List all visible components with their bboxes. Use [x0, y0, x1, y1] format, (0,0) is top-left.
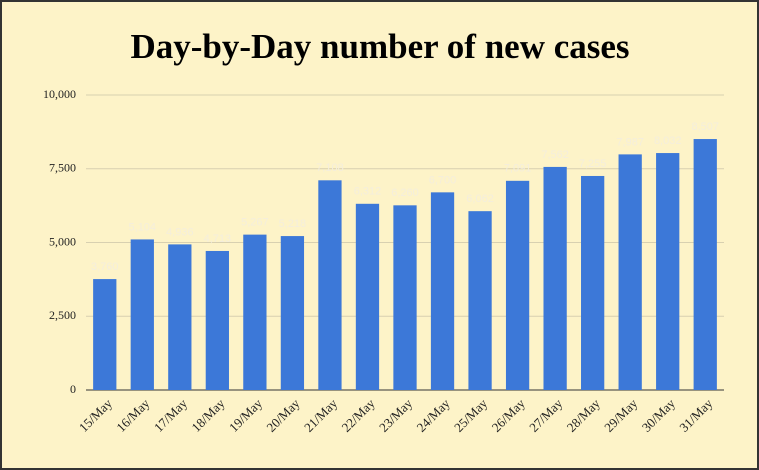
- y-tick-label: 7,500: [49, 161, 76, 175]
- bar: [280, 236, 305, 390]
- data-label: 7,255: [579, 158, 607, 170]
- bar: [205, 250, 229, 390]
- data-label: 7,987: [616, 136, 644, 148]
- bar: [243, 234, 267, 390]
- bar: [93, 279, 117, 390]
- data-label: 6,312: [354, 186, 382, 198]
- bar: [505, 180, 530, 390]
- data-label: 7,562: [541, 149, 569, 161]
- data-label: 4,713: [204, 233, 232, 245]
- data-label: 6,700: [429, 174, 457, 186]
- bar: [318, 180, 342, 390]
- data-label: 6,260: [391, 187, 419, 199]
- data-label: 5,267: [241, 217, 269, 229]
- data-label: 5,104: [129, 221, 157, 233]
- bar: [468, 211, 492, 390]
- data-label: 3,760: [91, 261, 119, 273]
- data-label: 4,936: [166, 226, 194, 238]
- bar: [168, 244, 192, 390]
- y-tick-label: 2,500: [49, 308, 76, 322]
- bar: [430, 192, 455, 390]
- y-tick-label: 10,000: [43, 87, 76, 101]
- data-label: 6,062: [466, 193, 494, 205]
- chart-title: Day-by-Day number of new cases: [130, 27, 629, 66]
- data-label: 7,108: [316, 162, 344, 174]
- y-tick-label: 0: [70, 382, 76, 396]
- data-label: 5,218: [279, 218, 307, 230]
- bar: [393, 205, 417, 390]
- bar: [693, 139, 717, 390]
- bar: [130, 239, 154, 390]
- bar: [543, 166, 567, 390]
- data-label: 7,091: [504, 163, 532, 175]
- data-label: 8,032: [654, 135, 682, 147]
- data-label: 8,507: [691, 121, 719, 133]
- y-tick-label: 5,000: [49, 234, 76, 248]
- bar: [355, 203, 380, 390]
- bar: [618, 154, 642, 390]
- bar: [581, 175, 605, 390]
- bar: [656, 153, 680, 390]
